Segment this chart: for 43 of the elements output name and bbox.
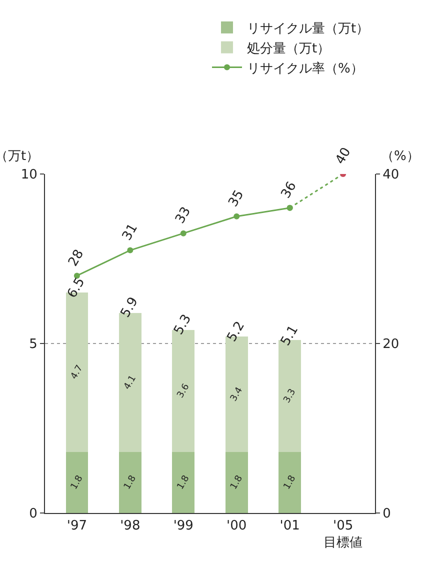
total-label: 5.9 xyxy=(118,294,142,320)
data-label: 1.8 xyxy=(282,474,298,492)
legend-label: リサイクル量（万t） xyxy=(247,21,370,36)
data-label: 40 xyxy=(332,145,354,167)
total-label: 5.2 xyxy=(224,319,248,345)
y-axis-title: （万t） xyxy=(0,149,40,164)
data-label: 35 xyxy=(226,188,248,210)
bar xyxy=(118,452,142,513)
data-label: 4.1 xyxy=(122,374,138,392)
data-label: 3.3 xyxy=(282,387,298,406)
data-label: 4.7 xyxy=(69,364,86,382)
y2-tick-label: 40 xyxy=(382,168,400,183)
x-tick-label: '00 xyxy=(226,518,247,534)
data-label: 1.8 xyxy=(176,474,192,492)
bar xyxy=(66,452,88,513)
data-label: 1.8 xyxy=(229,474,246,492)
y-tick-label: 5 xyxy=(29,337,38,352)
data-label: 3.4 xyxy=(229,386,246,404)
data-label: 28 xyxy=(66,247,88,270)
data-label: 36 xyxy=(278,179,300,202)
y2-tick-label: 0 xyxy=(382,506,391,522)
x-tick-label: '98 xyxy=(120,518,140,534)
data-label: 1.8 xyxy=(69,474,86,492)
legend-label: 処分量（万t） xyxy=(247,41,330,56)
data-label: 33 xyxy=(172,204,194,226)
y-tick-label: 0 xyxy=(29,506,38,522)
data-label: 1.8 xyxy=(122,474,139,492)
total-label: 5.3 xyxy=(171,312,195,338)
data-label: 31 xyxy=(120,221,142,244)
bar xyxy=(172,452,195,513)
total-label: 6.5 xyxy=(64,275,88,301)
x-tick-label: '97 xyxy=(66,518,88,534)
x-tick-label: '01 xyxy=(280,518,300,534)
total-label: 5.1 xyxy=(278,323,302,348)
y2-axis-title: （%） xyxy=(381,149,420,164)
x-tick-label: '99 xyxy=(173,518,194,534)
legend-label: リサイクル率（%） xyxy=(247,60,364,76)
y-tick-label: 10 xyxy=(20,168,38,183)
data-label: 3.6 xyxy=(176,382,192,400)
x-tick-label: '05 目標値 xyxy=(324,518,363,550)
bar xyxy=(225,452,248,513)
bar xyxy=(278,452,302,513)
y2-tick-label: 20 xyxy=(382,337,400,352)
